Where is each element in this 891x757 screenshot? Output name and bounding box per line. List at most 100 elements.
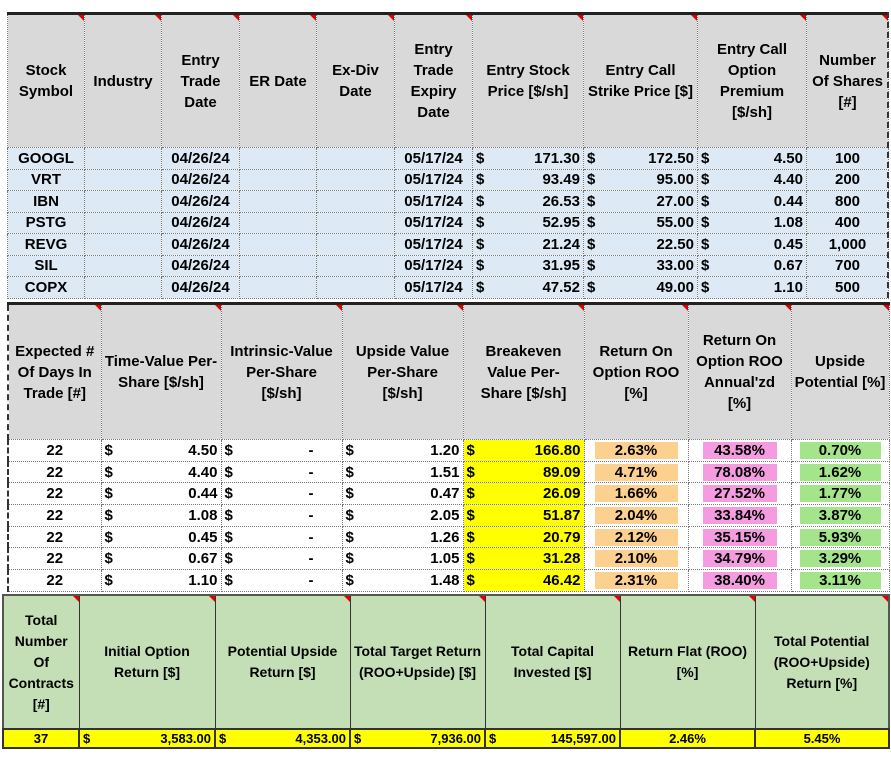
cell xyxy=(239,233,317,256)
currency-symbol: $ xyxy=(476,235,485,253)
money-value: $1.10 xyxy=(105,572,218,589)
cell: 22 xyxy=(7,525,102,549)
cell: 78.08% xyxy=(687,460,792,484)
currency-symbol: $ xyxy=(587,278,596,296)
money-value: $1.20 xyxy=(346,442,460,459)
cell xyxy=(239,211,317,234)
cell: 1,000 xyxy=(806,233,889,256)
amount: 1.26 xyxy=(430,528,460,546)
money-value: $0.44 xyxy=(105,485,218,502)
cell: 1.77% xyxy=(790,482,890,506)
cell: $ - xyxy=(220,482,343,506)
highlighted-value: 3.29% xyxy=(799,550,881,568)
cell: $171.30 xyxy=(472,147,584,170)
money-value: $20.79 xyxy=(467,529,581,546)
currency-symbol: $ xyxy=(701,278,710,296)
currency-symbol: $ xyxy=(224,506,233,524)
column-header: Entry Trade Expiry Date xyxy=(394,13,473,148)
amount: 1.48 xyxy=(430,571,460,589)
amount: 31.28 xyxy=(542,550,581,568)
cell: $ - xyxy=(220,547,343,571)
cell: $31.95 xyxy=(472,254,584,277)
cell: 2.31% xyxy=(583,569,689,592)
money-value: $171.30 xyxy=(476,150,580,167)
currency-symbol: $ xyxy=(476,149,485,167)
table-row: 22 $4.40 $ - $1.51 $89.09 4.71% 78.08% 1.62% xyxy=(7,460,890,484)
currency-symbol: $ xyxy=(466,506,475,524)
amount: 3,583.00 xyxy=(160,731,211,746)
cell: 05/17/24 xyxy=(394,211,473,234)
cell xyxy=(84,168,162,191)
amount: 0.45 xyxy=(773,235,803,253)
cell: 04/26/24 xyxy=(161,168,240,191)
amount: - xyxy=(308,571,314,589)
cell: $ - xyxy=(220,525,343,549)
cell: 4.71% xyxy=(583,460,689,484)
amount: 49.00 xyxy=(656,278,694,296)
amount: 0.47 xyxy=(430,485,460,503)
cell: 2.10% xyxy=(583,547,689,571)
trade-entry-table: Stock Symbol Industry Entry Trade Date ER D… xyxy=(7,12,889,299)
amount: - xyxy=(308,506,314,524)
table-row: PSTG 04/26/24 05/17/24 $52.95 $55.00 $1.08 400 xyxy=(7,211,889,234)
cell: $ - xyxy=(220,460,343,484)
cell: $27.00 xyxy=(583,190,698,213)
highlighted-value: 34.79% xyxy=(702,550,777,568)
money-value: $ - xyxy=(225,464,339,481)
summary-value: 37 xyxy=(2,728,80,749)
cell: 34.79% xyxy=(687,547,792,571)
money-value: $ - xyxy=(225,550,339,567)
cell: 700 xyxy=(806,254,889,277)
money-value: $33.00 xyxy=(587,257,694,274)
currency-symbol: $ xyxy=(587,235,596,253)
cell xyxy=(84,147,162,170)
currency-symbol: $ xyxy=(466,463,475,481)
cell: $49.00 xyxy=(583,276,698,299)
currency-symbol: $ xyxy=(476,278,485,296)
cell: 33.84% xyxy=(687,504,792,527)
cell: 05/17/24 xyxy=(394,276,473,299)
money-value: $0.47 xyxy=(346,485,460,502)
cell: $95.00 xyxy=(583,168,698,191)
cell: $4.40 xyxy=(100,460,222,484)
currency-symbol: $ xyxy=(224,528,233,546)
cell: PSTG xyxy=(7,211,85,234)
money-value: $ - xyxy=(225,485,339,502)
currency-symbol: $ xyxy=(587,214,596,232)
amount: 4.50 xyxy=(773,149,803,167)
highlighted-value: 2.63% xyxy=(594,441,678,459)
money-value: $172.50 xyxy=(587,150,694,167)
cell: 22 xyxy=(7,569,102,592)
column-header: Entry Stock Price [$/sh] xyxy=(472,13,584,148)
cell: $55.00 xyxy=(583,211,698,234)
currency-symbol: $ xyxy=(476,214,485,232)
cell: 35.15% xyxy=(687,525,792,549)
table-row: VRT 04/26/24 05/17/24 $93.49 $95.00 $4.40 200 xyxy=(7,168,889,191)
money-value: $1.51 xyxy=(346,464,460,481)
currency-symbol: $ xyxy=(466,528,475,546)
money-value: $55.00 xyxy=(587,214,694,231)
currency-symbol: $ xyxy=(701,149,710,167)
currency-symbol: $ xyxy=(345,463,354,481)
cell: $2.05 xyxy=(341,504,464,527)
money-value: $89.09 xyxy=(467,464,581,481)
amount: 0.45 xyxy=(188,528,218,546)
currency-symbol: $ xyxy=(701,171,710,189)
currency-symbol: $ xyxy=(224,463,233,481)
column-header: Breakeven Value Per-Share [$/sh] xyxy=(462,303,585,440)
cell: 0.70% xyxy=(790,439,890,462)
currency-symbol: $ xyxy=(476,192,485,210)
money-value: $4.40 xyxy=(701,171,803,188)
amount: 4.40 xyxy=(773,171,803,189)
cell: $33.00 xyxy=(583,254,698,277)
amount: 0.44 xyxy=(773,192,803,210)
amount: 7,936.00 xyxy=(430,731,481,746)
amount: 0.67 xyxy=(773,257,803,275)
currency-symbol: $ xyxy=(466,550,475,568)
money-value: $ - xyxy=(225,572,339,589)
currency-symbol: $ xyxy=(476,171,485,189)
cell: 04/26/24 xyxy=(161,254,240,277)
cell xyxy=(239,168,317,191)
column-header: Entry Trade Date xyxy=(161,13,240,148)
cell: 22 xyxy=(7,439,102,462)
